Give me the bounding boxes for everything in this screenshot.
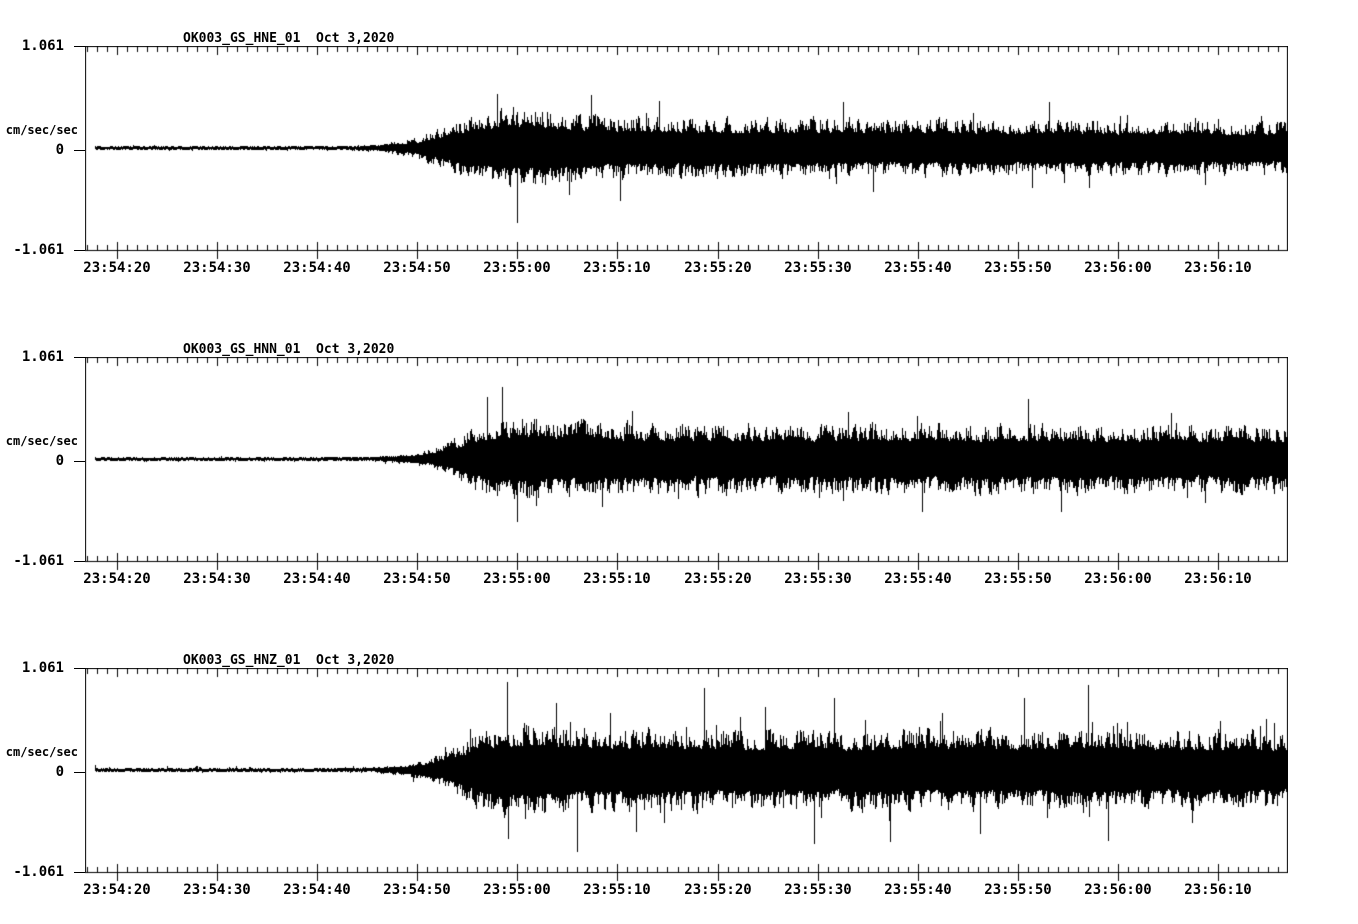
x-axis-tick-label: 23:56:10: [1184, 260, 1252, 276]
y-axis-tick: [74, 357, 85, 358]
x-axis-tick-label: 23:55:20: [684, 882, 752, 898]
x-axis-tick-label: 23:55:20: [684, 260, 752, 276]
y-axis-unit-label: cm/sec/sec: [5, 745, 78, 759]
x-axis-tick-label: 23:54:40: [283, 571, 351, 587]
y-axis-tick: [74, 561, 85, 562]
y-axis-max-label: 1.061: [21, 38, 64, 54]
seismogram-panel-hnn: OK003_GS_HNN_01 Oct 3,2020 1.061 cm/sec/…: [0, 311, 1358, 622]
y-axis-min-label: -1.061: [13, 242, 64, 258]
trace-title: OK003_GS_HNN_01 Oct 3,2020: [183, 342, 395, 357]
trace-title: OK003_GS_HNE_01 Oct 3,2020: [183, 31, 395, 46]
x-axis-tick-label: 23:54:30: [183, 260, 251, 276]
x-axis-tick-label: 23:56:00: [1084, 260, 1152, 276]
x-axis-tick-label: 23:55:10: [583, 260, 651, 276]
x-axis-tick-label: 23:55:30: [784, 882, 852, 898]
x-axis-labels: 23:54:20 23:54:30 23:54:40 23:54:50 23:55:00…: [83, 571, 1288, 588]
x-axis-tick-label: 23:55:00: [483, 260, 551, 276]
y-axis-tick: [74, 668, 85, 669]
x-axis-tick-label: 23:56:00: [1084, 571, 1152, 587]
trace-title: OK003_GS_HNZ_01 Oct 3,2020: [183, 653, 395, 668]
x-axis-tick-label: 23:55:00: [483, 571, 551, 587]
waveform-plot-canvas: [85, 46, 1288, 263]
seismogram-panel-hnz: OK003_GS_HNZ_01 Oct 3,2020 1.061 cm/sec/…: [0, 622, 1358, 924]
x-axis-tick-label: 23:55:10: [583, 882, 651, 898]
x-axis-tick-label: 23:54:30: [183, 882, 251, 898]
x-axis-tick-label: 23:54:20: [83, 571, 151, 587]
y-axis-unit-label: cm/sec/sec: [5, 434, 78, 448]
waveform-plot-canvas: [85, 668, 1288, 885]
x-axis-tick-label: 23:55:50: [984, 571, 1052, 587]
y-axis-tick: [74, 872, 85, 873]
y-axis-tick: [74, 461, 85, 462]
y-axis-tick: [74, 250, 85, 251]
y-axis-tick: [74, 150, 85, 151]
x-axis-tick-label: 23:55:50: [984, 882, 1052, 898]
x-axis-tick-label: 23:54:50: [383, 260, 451, 276]
x-axis-tick-label: 23:55:10: [583, 571, 651, 587]
x-axis-tick-label: 23:56:10: [1184, 571, 1252, 587]
y-axis-max-label: 1.061: [21, 349, 64, 365]
y-axis-min-label: -1.061: [13, 553, 64, 569]
y-axis-tick: [74, 772, 85, 773]
x-axis-tick-label: 23:55:30: [784, 260, 852, 276]
y-axis-max-label: 1.061: [21, 660, 64, 676]
x-axis-tick-label: 23:54:50: [383, 571, 451, 587]
x-axis-tick-label: 23:54:20: [83, 260, 151, 276]
y-axis-tick: [74, 46, 85, 47]
x-axis-tick-label: 23:56:00: [1084, 882, 1152, 898]
x-axis-tick-label: 23:56:10: [1184, 882, 1252, 898]
x-axis-tick-label: 23:54:40: [283, 882, 351, 898]
x-axis-tick-label: 23:55:30: [784, 571, 852, 587]
x-axis-tick-label: 23:55:00: [483, 882, 551, 898]
x-axis-tick-label: 23:55:20: [684, 571, 752, 587]
seismogram-panel-hne: OK003_GS_HNE_01 Oct 3,2020 1.061 cm/sec/…: [0, 0, 1358, 311]
y-axis-zero-label: 0: [55, 142, 64, 158]
x-axis-labels: 23:54:20 23:54:30 23:54:40 23:54:50 23:55:00…: [83, 882, 1288, 899]
y-axis-zero-label: 0: [55, 764, 64, 780]
y-axis-unit-label: cm/sec/sec: [5, 123, 78, 137]
x-axis-tick-label: 23:55:40: [884, 571, 952, 587]
y-axis-min-label: -1.061: [13, 864, 64, 880]
x-axis-labels: 23:54:20 23:54:30 23:54:40 23:54:50 23:55:00…: [83, 260, 1288, 277]
x-axis-tick-label: 23:55:40: [884, 260, 952, 276]
x-axis-tick-label: 23:54:40: [283, 260, 351, 276]
y-axis-zero-label: 0: [55, 453, 64, 469]
x-axis-tick-label: 23:55:40: [884, 882, 952, 898]
x-axis-tick-label: 23:55:50: [984, 260, 1052, 276]
waveform-plot-canvas: [85, 357, 1288, 574]
x-axis-tick-label: 23:54:20: [83, 882, 151, 898]
x-axis-tick-label: 23:54:50: [383, 882, 451, 898]
x-axis-tick-label: 23:54:30: [183, 571, 251, 587]
